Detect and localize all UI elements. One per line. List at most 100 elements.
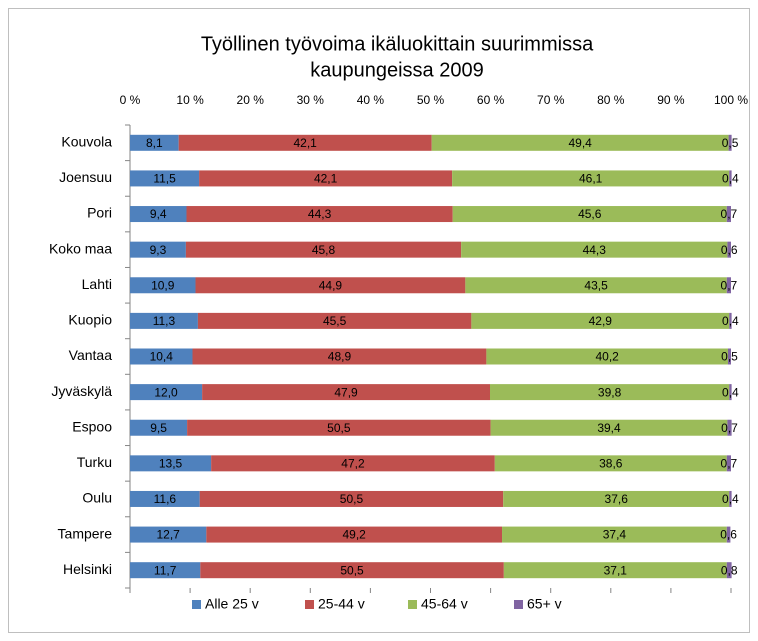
value-label: 37,1	[604, 563, 628, 577]
value-label: 12,0	[154, 385, 178, 399]
value-label: 44,3	[308, 207, 332, 221]
bar-segment	[130, 490, 200, 507]
bar-segment	[130, 134, 179, 151]
bar-segment	[130, 241, 186, 258]
x-tick-label: 60 %	[477, 93, 505, 107]
value-label: 11,7	[154, 563, 177, 577]
value-label: 45,5	[323, 314, 347, 328]
legend-swatch	[305, 600, 314, 609]
legend-label: Alle 25 v	[205, 596, 259, 612]
value-label: 8,1	[146, 136, 163, 150]
chart-title: Työllinen työvoima ikäluokittain suurimm…	[201, 33, 594, 55]
value-label: 42,1	[294, 136, 318, 150]
value-label: 11,3	[153, 314, 176, 328]
bar-segment	[130, 562, 201, 579]
bar-segment	[486, 348, 728, 365]
category-label: Joensuu	[59, 169, 112, 185]
x-tick-label: 0 %	[120, 93, 141, 107]
x-tick-label: 70 %	[537, 93, 565, 107]
value-label: 9,3	[150, 243, 167, 257]
category-label: Espoo	[72, 418, 112, 434]
value-label: 45,6	[578, 207, 602, 221]
value-label: 11,5	[153, 172, 176, 186]
bar-segment	[178, 134, 432, 151]
bar-segment	[130, 419, 188, 436]
value-label: 0,7	[721, 207, 738, 221]
legend-label: 65+ v	[527, 596, 562, 612]
bar-segment	[727, 348, 731, 365]
bar-segment	[503, 562, 727, 579]
legend-swatch	[192, 600, 201, 609]
bar-segment	[195, 277, 466, 294]
category-label: Lahti	[82, 276, 112, 292]
value-label: 0,5	[721, 350, 738, 364]
value-label: 42,9	[589, 314, 613, 328]
value-label: 0,7	[721, 457, 738, 471]
category-label: Kuopio	[68, 312, 112, 328]
bar-segment	[726, 277, 731, 294]
bar-segment	[130, 206, 187, 223]
bar-segment	[452, 206, 727, 223]
value-label: 37,4	[603, 528, 627, 542]
bar-segment	[130, 312, 198, 329]
value-label: 39,4	[597, 421, 621, 435]
value-label: 44,3	[583, 243, 607, 257]
bar-segment	[471, 312, 730, 329]
legend-swatch	[514, 600, 523, 609]
bar-segment	[192, 348, 487, 365]
value-label: 0,6	[721, 243, 738, 257]
value-label: 47,9	[334, 385, 358, 399]
value-label: 0,7	[721, 421, 738, 435]
bar-segment	[130, 384, 203, 401]
x-tick-label: 20 %	[237, 93, 265, 107]
legend-swatch	[408, 600, 417, 609]
category-label: Jyväskylä	[51, 383, 112, 399]
value-label: 0,5	[722, 136, 739, 150]
x-tick-label: 30 %	[297, 93, 325, 107]
bar-segment	[130, 526, 207, 543]
bar-segment	[490, 419, 728, 436]
value-label: 0,4	[722, 385, 739, 399]
value-label: 50,5	[340, 563, 364, 577]
category-label: Kouvola	[61, 134, 112, 150]
bar-segment	[197, 312, 472, 329]
bar-segment	[729, 384, 732, 401]
legend-label: 45-64 v	[421, 596, 468, 612]
x-tick-label: 100 %	[714, 93, 748, 107]
category-label: Helsinki	[63, 561, 112, 577]
value-label: 12,7	[156, 528, 180, 542]
value-label: 10,9	[151, 278, 175, 292]
category-label: Koko maa	[49, 240, 112, 256]
category-label: Turku	[77, 454, 112, 470]
bar-segment	[199, 170, 453, 187]
bar-segment	[728, 134, 732, 151]
value-label: 0,7	[721, 278, 738, 292]
category-label: Vantaa	[69, 347, 113, 363]
value-label: 37,6	[605, 492, 629, 506]
value-label: 0,6	[720, 528, 737, 542]
x-tick-label: 10 %	[176, 93, 204, 107]
bar-segment	[726, 526, 731, 543]
bar-segment	[465, 277, 727, 294]
bar-segment	[130, 348, 193, 365]
bar-segment	[186, 206, 453, 223]
bar-segment	[502, 526, 727, 543]
category-label: Tampere	[58, 525, 113, 541]
value-label: 0,4	[722, 492, 739, 506]
bar-segment	[503, 490, 730, 507]
bar-segment	[185, 241, 462, 258]
x-tick-label: 80 %	[597, 93, 625, 107]
legend-label: 25-44 v	[318, 596, 365, 612]
value-label: 49,4	[568, 136, 592, 150]
value-label: 0,4	[722, 314, 739, 328]
bar-segment	[494, 455, 727, 472]
bar-segment	[489, 384, 730, 401]
bar-segment	[206, 526, 503, 543]
bar-segment	[726, 455, 731, 472]
bar-segment	[202, 384, 490, 401]
value-label: 0,4	[722, 172, 739, 186]
category-label: Oulu	[82, 490, 112, 506]
bar-segment	[200, 562, 504, 579]
bar-segment	[726, 562, 732, 579]
